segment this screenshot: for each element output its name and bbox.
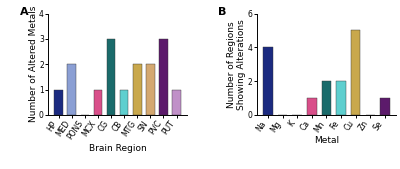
Bar (133, 64, 142, 115)
Bar (54, 90, 63, 115)
Bar (107, 39, 115, 115)
Text: A: A (20, 7, 29, 17)
Bar (307, 98, 316, 115)
Bar (172, 90, 181, 115)
Bar (120, 90, 128, 115)
Bar (351, 30, 360, 115)
Text: B: B (218, 7, 226, 17)
X-axis label: Metal: Metal (314, 136, 339, 146)
Y-axis label: Number of Regions
Showing Alterations: Number of Regions Showing Alterations (227, 19, 246, 110)
Bar (263, 47, 273, 115)
Y-axis label: Number of Altered Metals: Number of Altered Metals (28, 6, 38, 122)
Bar (380, 98, 390, 115)
Bar (68, 64, 76, 115)
Bar (336, 81, 346, 115)
X-axis label: Brain Region: Brain Region (89, 144, 146, 153)
Bar (322, 81, 331, 115)
Bar (159, 39, 168, 115)
Bar (146, 64, 155, 115)
Bar (94, 90, 102, 115)
